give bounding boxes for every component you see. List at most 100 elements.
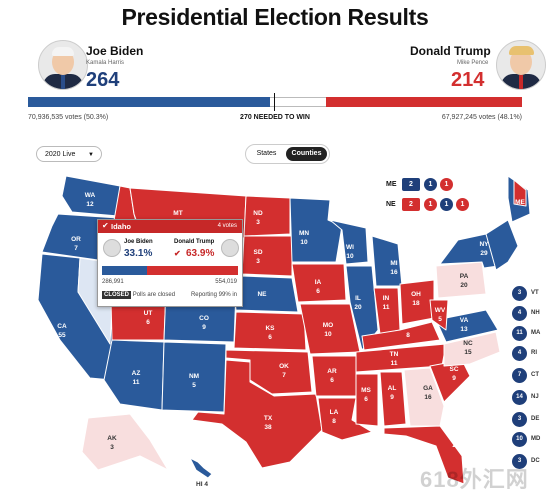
ne-district-1: 1 (424, 198, 437, 211)
closed-badge: CLOSED (102, 291, 132, 299)
trump-popular-vote: 67,927,245 votes (48.1%) (441, 114, 522, 121)
toggle-counties[interactable]: Counties (286, 147, 327, 161)
label-ut-ev: 6 (146, 319, 150, 326)
me-district-2: 1 (440, 178, 453, 191)
label-nm: NM (189, 373, 199, 380)
state-al[interactable] (379, 371, 407, 427)
state-va[interactable] (435, 309, 499, 343)
state-ia[interactable] (291, 263, 347, 303)
label-ga-ev: 16 (424, 394, 432, 401)
label-ms: MS (361, 387, 371, 394)
year-select-value: 2020 Live (45, 151, 76, 158)
trump-name: Donald Trump (410, 44, 491, 58)
small-state-ev: 3 (512, 412, 527, 427)
label-mo: MO (323, 322, 333, 329)
small-state-abbr: DC (531, 458, 540, 464)
label-ks: KS (265, 325, 275, 332)
state-mn[interactable] (289, 197, 343, 263)
label-ny: NY (479, 241, 489, 248)
year-select[interactable]: 2020 Live ▼ (36, 146, 102, 162)
label-ny-ev: 29 (480, 250, 488, 257)
tooltip-biden-name: Joe Biden (124, 239, 153, 245)
state-me-district[interactable] (513, 179, 527, 207)
small-state-ev: 3 (512, 454, 527, 469)
ne-statewide: 2 (402, 198, 420, 211)
state-ga[interactable] (403, 367, 445, 427)
state-wa[interactable] (61, 175, 121, 217)
state-ak[interactable] (81, 413, 169, 471)
label-ms-ev: 6 (364, 396, 368, 403)
label-wv: WV (435, 307, 446, 314)
tooltip-trump-pct: 63.9% (186, 248, 215, 259)
label-al: AL (388, 385, 397, 392)
tooltip-vote-bar (102, 266, 238, 275)
state-fl[interactable] (383, 425, 465, 485)
label-ca: CA (57, 323, 67, 330)
label-mi-ev: 16 (390, 269, 398, 276)
view-toggle[interactable]: States Counties (245, 144, 330, 164)
uncalled-bar-segment (270, 97, 326, 107)
label-il: IL (355, 295, 361, 302)
label-pa: PA (460, 273, 469, 280)
trump-avatar (496, 40, 546, 90)
label-ia: IA (315, 279, 322, 286)
me-statewide: 2 (402, 178, 420, 191)
small-state-abbr: MD (531, 436, 541, 442)
label-co: CO (199, 315, 209, 322)
label-ga: GA (423, 385, 433, 392)
state-ks[interactable] (233, 311, 307, 351)
tooltip-poll-status: CLOSED Polls are closed (102, 291, 175, 299)
label-ar-ev: 6 (330, 377, 334, 384)
state-nd[interactable] (243, 195, 291, 237)
label-wa-ev: 12 (86, 201, 94, 208)
label-co-ev: 9 (202, 324, 206, 331)
label-wv-ev: 5 (438, 316, 442, 323)
tooltip-electoral-votes: 4 votes (217, 223, 237, 229)
label-ok: OK (279, 363, 289, 370)
label-oh: OH (411, 291, 421, 298)
label-nm-ev: 5 (192, 382, 196, 389)
state-ms[interactable] (355, 373, 379, 427)
state-hi[interactable] (189, 457, 213, 479)
state-tx[interactable] (191, 359, 323, 469)
biden-running-mate: Kamala Harris (86, 60, 125, 66)
label-ks-ev: 6 (268, 334, 272, 341)
state-ar[interactable] (311, 355, 357, 397)
page-title: Presidential Election Results (121, 4, 429, 30)
state-wv[interactable] (429, 299, 449, 331)
state-sd[interactable] (241, 235, 293, 277)
state-pa[interactable] (435, 261, 487, 299)
trump-running-mate: Mike Pence (457, 60, 489, 66)
small-state-ev: 7 (512, 368, 527, 383)
small-state-abbr: CT (531, 372, 539, 378)
state-wi[interactable] (329, 219, 369, 265)
tooltip-biden-bar-fill (102, 266, 147, 275)
label-az-ev: 11 (133, 379, 140, 386)
small-state-abbr: VT (531, 290, 539, 296)
small-state-ev: 3 (512, 286, 527, 301)
label-wi-ev: 10 (346, 253, 354, 260)
state-tooltip: ✔ Idaho 4 votes Joe Biden 33.1% Donald T… (97, 219, 243, 307)
tooltip-header: ✔ Idaho 4 votes (98, 220, 242, 233)
label-fl-ev: 29 (452, 442, 460, 449)
toggle-states[interactable]: States (256, 150, 277, 157)
state-ok[interactable] (225, 349, 313, 395)
state-ky[interactable] (361, 321, 441, 351)
state-nc[interactable] (443, 331, 501, 367)
state-mo[interactable] (299, 303, 361, 355)
winner-check-icon: ✔ (174, 249, 181, 258)
label-wi: WI (346, 244, 354, 251)
label-tx: TX (264, 415, 273, 422)
label-al-ev: 9 (390, 394, 394, 401)
needed-to-win-label: 270 NEEDED TO WIN (240, 114, 310, 121)
label-mi: MI (390, 260, 397, 267)
small-state-abbr: NH (531, 310, 540, 316)
label-mt: MT (173, 210, 182, 217)
state-new-england[interactable] (485, 219, 519, 271)
label-ca-ev: 55 (58, 332, 66, 339)
state-az[interactable] (103, 339, 165, 411)
small-state-ev: 14 (512, 390, 527, 405)
small-state-abbr: RI (531, 350, 537, 356)
label-oh-ev: 18 (412, 300, 420, 307)
